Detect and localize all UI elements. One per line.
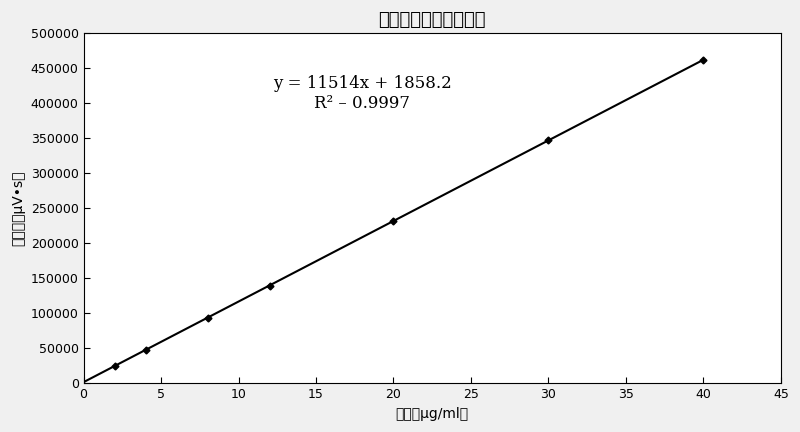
Title: 抗坏血酸标准工作曲线: 抗坏血酸标准工作曲线 <box>378 11 486 29</box>
Text: y = 11514x + 1858.2
R² – 0.9997: y = 11514x + 1858.2 R² – 0.9997 <box>273 76 452 112</box>
Y-axis label: 峰面积（μV•s）: 峰面积（μV•s） <box>11 171 25 246</box>
X-axis label: 浓度（μg/ml）: 浓度（μg/ml） <box>396 407 469 421</box>
